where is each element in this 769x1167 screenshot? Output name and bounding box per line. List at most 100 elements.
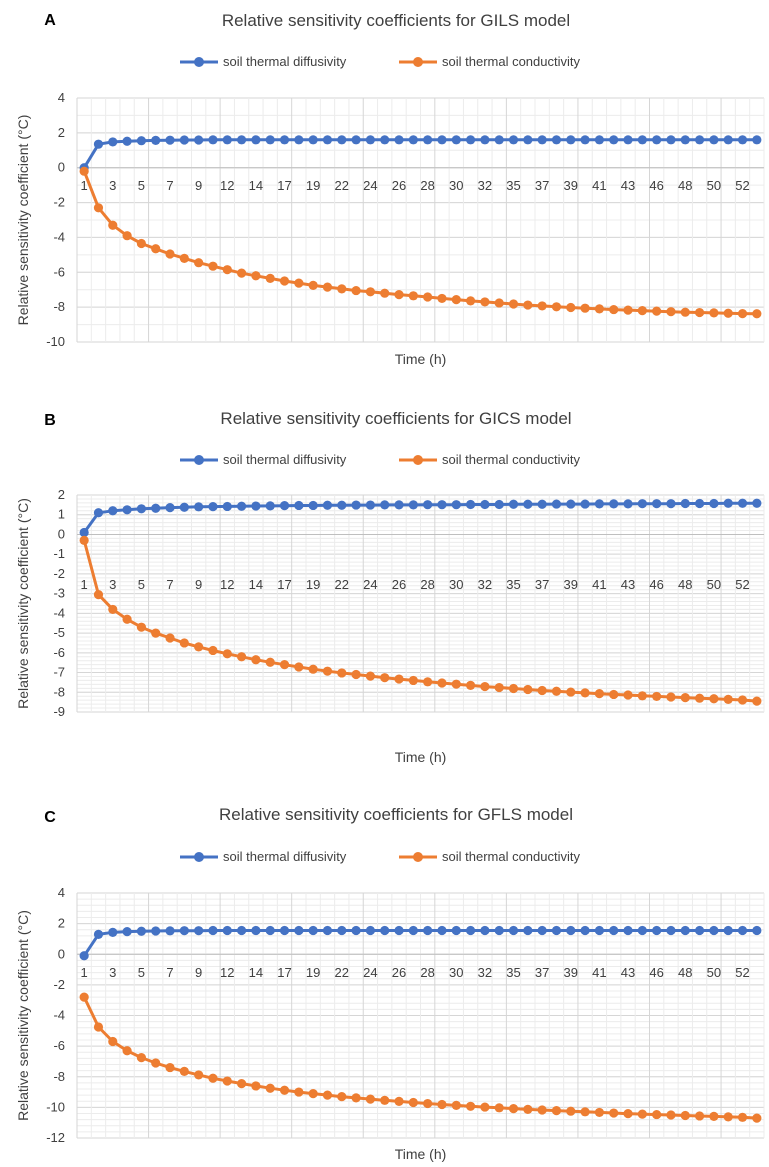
data-point [566,925,576,936]
data-point [179,926,189,936]
data-point [523,135,533,145]
x-tick-label: 7 [166,178,173,193]
data-point [151,244,161,254]
data-point [666,692,676,702]
data-point [308,280,318,290]
y-tick-label: -2 [53,195,65,210]
data-point [251,655,261,665]
data-point [594,499,605,509]
data-point [122,1046,132,1056]
data-point [594,689,605,699]
data-point [208,645,218,656]
legend: soil thermal diffusivity soil thermal con… [180,849,580,864]
data-point [179,502,189,512]
x-tick-label: 46 [649,965,663,980]
data-point [365,500,376,510]
data-point [108,506,118,516]
x-tick-label: 17 [277,965,291,980]
y-axis: 2 1 0 -1 -2 -3 -4 -5 -6 -7 -8 -9 [53,487,65,719]
data-point [408,500,418,510]
y-tick-label: -8 [53,684,65,699]
data-point [451,1100,461,1110]
data-point [537,1105,547,1115]
data-point [694,1111,705,1121]
data-point [637,691,647,701]
x-tick-label: 24 [363,577,377,592]
data-point [380,500,390,510]
data-point [308,925,318,936]
data-point [194,502,204,512]
x-tick-label: 52 [735,965,749,980]
chart-panel-a: A Relative sensitivity coefficients for G… [15,11,765,367]
data-point [151,1058,161,1068]
y-tick-label: -12 [46,1130,65,1145]
y-tick-label: 2 [58,487,65,502]
data-point [694,498,705,509]
series-conductivity [79,166,762,319]
data-point [666,499,676,509]
x-tick-label: 39 [564,577,578,592]
data-point [537,685,547,696]
chart-panel-c: C Relative sensitivity coefficients for G… [15,805,765,1162]
y-tick-label: 0 [58,526,65,541]
data-point [108,604,118,615]
chart-panel-b: B Relative sensitivity coefficients for G… [15,409,765,765]
data-point [480,135,490,145]
x-tick-label: 7 [166,965,173,980]
data-point [394,135,404,145]
gridlines [76,892,765,1139]
data-point [737,135,748,145]
data-point [208,261,218,271]
x-tick-label: 19 [306,577,320,592]
x-tick-label: 52 [735,577,749,592]
data-point [93,139,104,149]
x-tick-label: 9 [195,178,202,193]
data-point [279,660,290,670]
data-point [437,678,447,688]
data-point [494,925,504,936]
data-point [480,1102,490,1112]
legend-label: soil thermal conductivity [442,452,580,467]
data-point [451,295,461,305]
data-point [623,305,633,315]
x-tick-label: 24 [363,965,377,980]
y-tick-label: -8 [53,299,65,314]
data-point [537,499,547,509]
data-point [337,925,347,936]
x-tick-label: 19 [306,965,320,980]
y-axis-title: Relative sensitivity coefficient (°C) [15,498,31,709]
data-point [609,1108,619,1118]
data-point [594,135,605,145]
data-point [265,501,275,511]
data-point [294,662,304,672]
data-point [637,925,647,936]
x-tick-label: 28 [420,577,434,592]
data-point [394,674,404,684]
data-point [437,1099,447,1110]
data-point [723,925,733,936]
x-tick-label: 48 [678,577,692,592]
data-point [752,309,762,319]
data-point [652,925,662,936]
data-point [523,684,533,695]
data-point [251,925,261,936]
x-tick-label: 12 [220,178,234,193]
data-point [437,500,447,510]
data-point [79,951,89,961]
x-tick-label: 14 [249,577,263,592]
data-point [523,499,533,509]
data-point [351,669,361,680]
data-point [623,135,633,145]
data-point [437,135,447,145]
data-point [723,1112,733,1122]
data-point [394,289,404,300]
data-point [480,297,490,307]
data-point [294,135,304,145]
data-point [609,925,619,936]
x-tick-label: 39 [564,178,578,193]
data-point [179,135,189,145]
x-tick-label: 46 [649,577,663,592]
data-point [551,499,562,509]
y-tick-label: -4 [53,605,65,620]
data-point [194,926,204,936]
